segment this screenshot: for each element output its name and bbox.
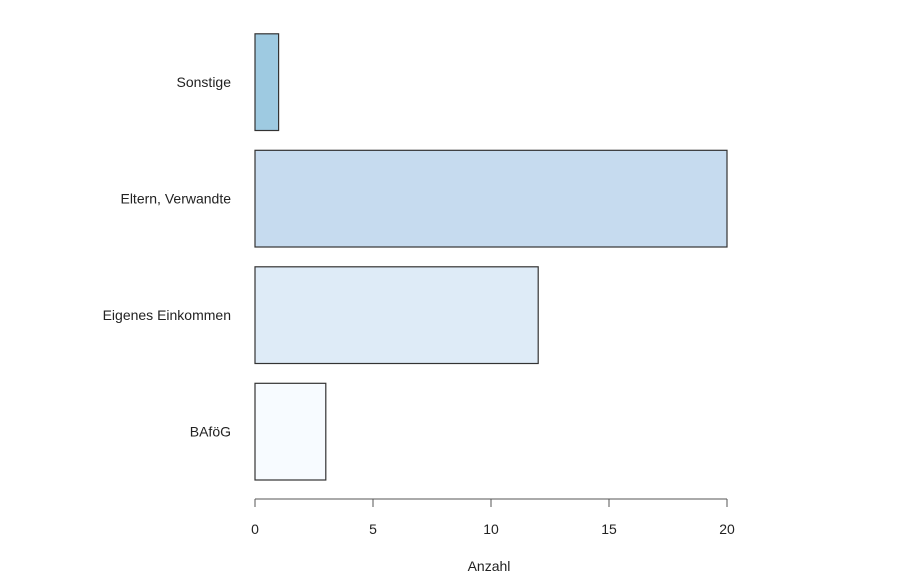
x-axis-title: Anzahl: [468, 558, 511, 574]
bar-0: [254, 382, 327, 481]
category-label-0: BAföG: [190, 424, 231, 440]
category-label-3: Sonstige: [177, 74, 232, 90]
category-label-2: Eltern, Verwandte: [120, 191, 231, 207]
x-tick-label-2: 10: [483, 521, 499, 537]
bar-1: [254, 266, 539, 365]
category-label-1: Eigenes Einkommen: [103, 307, 231, 323]
x-tick-label-0: 0: [251, 521, 259, 537]
x-tick-label-3: 15: [601, 521, 617, 537]
x-tick-label-1: 5: [369, 521, 377, 537]
category-labels-group: BAföG Eigenes Einkommen Eltern, Verwandte S…: [103, 74, 232, 440]
bar-2: [254, 149, 728, 248]
x-axis: 0 5 10 15 20: [251, 498, 735, 537]
bar-3: [254, 33, 280, 132]
bars-group: [254, 33, 728, 481]
x-tick-label-4: 20: [719, 521, 735, 537]
